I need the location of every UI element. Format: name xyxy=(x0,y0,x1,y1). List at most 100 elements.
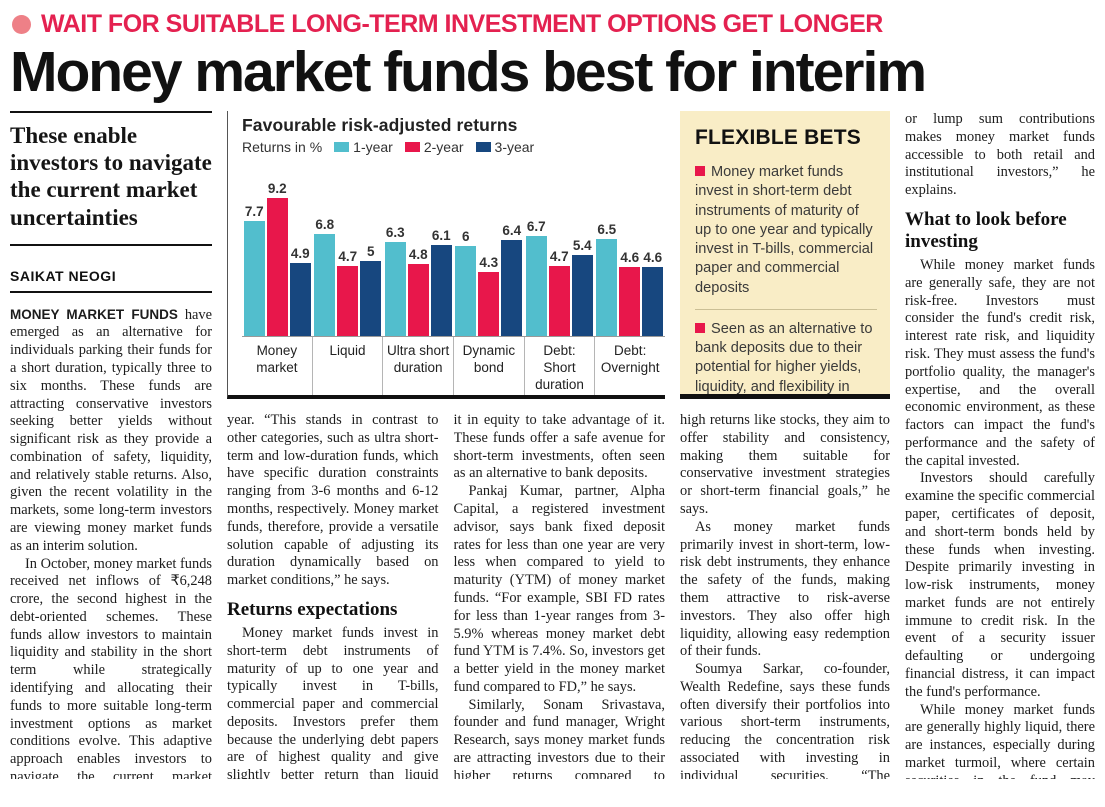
flexible-bets-title: FLEXIBLE BETS xyxy=(695,126,861,150)
legend-label: 1-year xyxy=(353,139,393,156)
bar-1-year: 6.3 xyxy=(384,225,406,337)
bar-value-label: 5 xyxy=(366,244,375,260)
red-square-bullet-icon xyxy=(695,166,705,177)
legend-swatch-1year-icon xyxy=(334,142,350,153)
category-label: Dynamic bond xyxy=(453,337,524,396)
bar-3-year: 6.1 xyxy=(430,228,452,337)
bar-2-year: 9.2 xyxy=(266,181,288,337)
column-left: These enable investors to navigate the c… xyxy=(10,111,212,779)
legend-label: 2-year xyxy=(423,139,464,156)
bar-2-year: 4.6 xyxy=(619,250,641,337)
paragraph: high returns like stocks, they aim to of… xyxy=(680,412,890,518)
column-left-text: MONEY MARKET FUNDS have emerged as an al… xyxy=(10,307,212,780)
bar-1-year: 6.5 xyxy=(596,222,618,337)
page-title: Money market funds best for interim xyxy=(10,40,927,104)
bar-value-label: 6.7 xyxy=(526,218,546,234)
bullet-text: Money market funds invest in short-term … xyxy=(695,164,874,296)
column-4: FLEXIBLE BETS Money market funds invest … xyxy=(680,111,890,779)
bar-2-year: 4.3 xyxy=(478,255,500,337)
bar-1-year: 6.7 xyxy=(525,219,547,337)
bullet-divider xyxy=(695,308,877,310)
column-2: year. “This stands in contrast to other … xyxy=(227,412,439,779)
bar-value-label: 4.8 xyxy=(408,247,428,263)
bar-1-year: 7.7 xyxy=(243,204,265,337)
legend-item-2year: 2-year xyxy=(404,139,464,156)
paragraph: Similarly, Sonam Srivastava, founder and… xyxy=(453,696,666,780)
middle-text-columns: year. “This stands in contrast to other … xyxy=(227,412,665,779)
flexible-bets-bullet: Seen as an alternative to bank deposits … xyxy=(695,320,877,395)
bar-3-year: 6.4 xyxy=(501,223,523,337)
bar-group: 6 4.3 6.4 xyxy=(454,223,525,337)
bar-value-label: 4.9 xyxy=(290,245,310,261)
kicker: WAIT FOR SUITABLE LONG-TERM INVESTMENT O… xyxy=(12,10,1095,39)
paragraph: it in equity to take advantage of it. Th… xyxy=(453,412,666,482)
category-label: Liquid xyxy=(311,337,383,396)
bar-value-label: 6.1 xyxy=(431,227,451,243)
article-body: These enable investors to navigate the c… xyxy=(10,111,1095,779)
legend-swatch-2year-icon xyxy=(404,142,420,153)
legend-item-1year: 1-year xyxy=(334,139,393,155)
category-label: Debt: Short duration xyxy=(523,337,595,396)
red-square-bullet-icon xyxy=(695,322,705,333)
bar-1-year: 6.8 xyxy=(314,217,336,337)
standfirst: These enable investors to navigate the c… xyxy=(10,111,212,246)
paragraph: While money market funds are generally s… xyxy=(905,257,1095,469)
bar-value-label: 6.3 xyxy=(385,224,405,240)
bar-3-year: 5.4 xyxy=(571,238,593,337)
chart-plot-area: 7.7 9.2 4.9 6.8 4.7 5 6.3 4.8 6.1 6 4.3 6.4 6.7 4.7 5.… xyxy=(242,177,666,338)
bullet-text: Seen as an alternative to bank deposits … xyxy=(695,320,873,395)
bar-value-label: 4.6 xyxy=(643,250,663,266)
bar-1-year: 6 xyxy=(455,229,477,337)
bar-value-label: 6.8 xyxy=(315,217,335,233)
bar-value-label: 6.5 xyxy=(597,221,617,237)
subhead-returns-expectations: Returns expectations xyxy=(227,598,398,620)
bar-2-year: 4.7 xyxy=(548,249,570,337)
risk-adjusted-returns-chart: Favourable risk-adjusted returns Returns… xyxy=(227,111,666,400)
bar-value-label: 6.4 xyxy=(502,223,522,239)
bar-group: 6.7 4.7 5.4 xyxy=(524,219,595,337)
bar-value-label: 6 xyxy=(461,229,470,245)
bar-group: 6.3 4.8 6.1 xyxy=(383,225,454,337)
lead-in: MONEY MARKET FUNDS xyxy=(10,306,178,322)
paragraph: Money market funds invest in short-term … xyxy=(227,624,439,780)
bar-group: 6.8 4.7 5 xyxy=(313,217,384,337)
paragraph: Soumya Sarkar, co-founder, Wealth Redefi… xyxy=(680,661,890,780)
bar-3-year: 4.6 xyxy=(642,250,664,337)
paragraph: or lump sum contributions makes money ma… xyxy=(905,111,1095,199)
category-label: Debt: Overnight xyxy=(594,337,665,396)
chart-units-label: Returns in % xyxy=(242,139,323,156)
chart-legend: Returns in % 1-year 2-year 3-year xyxy=(242,139,665,155)
bar-value-label: 4.7 xyxy=(549,248,569,264)
bar-value-label: 5.4 xyxy=(572,238,592,254)
flexible-bets-bullet: Money market funds invest in short-term … xyxy=(695,163,877,298)
column-3: it in equity to take advantage of it. Th… xyxy=(454,412,666,779)
paragraph-text: have emerged as an alternative for indiv… xyxy=(10,306,212,554)
column-middle: Favourable risk-adjusted returns Returns… xyxy=(227,111,665,779)
paragraph: As money market funds primarily invest i… xyxy=(680,518,890,660)
subhead-what-to-look: What to look before investing xyxy=(905,209,1067,253)
bar-value-label: 4.7 xyxy=(338,248,358,264)
paragraph: Investors should carefully examine the s… xyxy=(905,470,1095,700)
paragraph: year. “This stands in contrast to other … xyxy=(227,412,439,589)
column-right: or lump sum contributions makes money ma… xyxy=(905,111,1095,779)
bar-value-label: 7.7 xyxy=(244,203,264,219)
kicker-text: WAIT FOR SUITABLE LONG-TERM INVESTMENT O… xyxy=(41,10,883,38)
chart-category-axis: Money market Liquid Ultra short duration Dy… xyxy=(242,337,665,396)
bar-group: 6.5 4.6 4.6 xyxy=(595,222,666,337)
bar-group: 7.7 9.2 4.9 xyxy=(242,181,313,337)
bar-value-label: 4.3 xyxy=(479,254,499,270)
paragraph: While money market funds are generally h… xyxy=(905,701,1095,780)
legend-swatch-3year-icon xyxy=(475,142,491,153)
flexible-bets-box: FLEXIBLE BETS Money market funds invest … xyxy=(680,111,890,400)
bar-value-label: 4.6 xyxy=(620,250,640,266)
bar-3-year: 5 xyxy=(360,244,382,337)
bar-3-year: 4.9 xyxy=(289,246,311,337)
paragraph: MONEY MARKET FUNDS have emerged as an al… xyxy=(10,307,212,556)
paragraph: Pankaj Kumar, partner, Alpha Capital, a … xyxy=(453,483,666,695)
kicker-bullet-icon xyxy=(12,15,31,34)
byline: SAIKAT NEOGI xyxy=(10,268,212,293)
category-label: Money market xyxy=(256,343,298,375)
legend-item-3year: 3-year xyxy=(475,139,534,155)
chart-title: Favourable risk-adjusted returns xyxy=(242,115,518,136)
